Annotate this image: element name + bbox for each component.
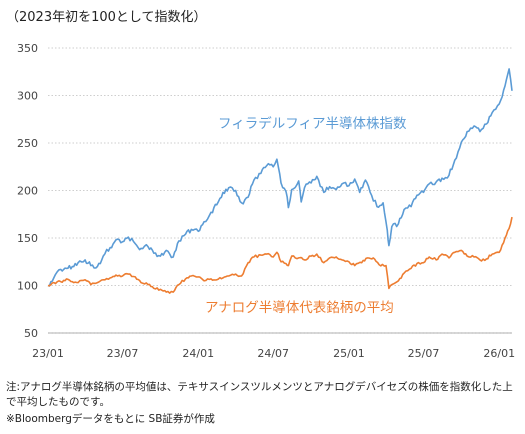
x-tick-label: 23/01: [32, 347, 64, 360]
gridlines: [48, 47, 512, 334]
x-tick-label: 24/01: [182, 347, 214, 360]
y-tick-label: 150: [17, 232, 38, 245]
y-tick-label: 200: [17, 185, 38, 198]
x-tick-label: 25/01: [333, 347, 365, 360]
x-tick-label: 25/07: [408, 347, 440, 360]
footnote-note: 注:アナログ半導体銘柄の平均値は、テキサスインスツルメンツとアナログデバイセズの…: [6, 381, 513, 408]
footnote-source: ※Bloombergデータをもとに SB証券が作成: [6, 413, 215, 425]
y-axis-ticks: 50 100 150 200 250 300 350: [17, 42, 38, 340]
x-tick-label: 24/07: [257, 347, 289, 360]
y-tick-label: 300: [17, 90, 38, 103]
chart-title: （2023年初を100として指数化）: [6, 10, 207, 25]
y-tick-label: 250: [17, 137, 38, 150]
series-line-analog: [47, 216, 513, 294]
x-tick-label: 23/07: [107, 347, 139, 360]
x-tick-label: 26/01: [483, 347, 515, 360]
y-tick-label: 50: [24, 327, 38, 340]
y-tick-label: 100: [17, 280, 38, 293]
series-line-sox: [47, 68, 513, 287]
series-label-sox: フィラデルフィア半導体株指数: [218, 115, 407, 132]
series-label-analog: アナログ半導体代表銘柄の平均: [205, 300, 394, 316]
y-tick-label: 350: [17, 42, 38, 55]
x-axis-ticks: 23/01 23/07 24/01 24/07 25/01 25/07 26/01: [32, 347, 515, 360]
series-lines: [47, 68, 513, 294]
